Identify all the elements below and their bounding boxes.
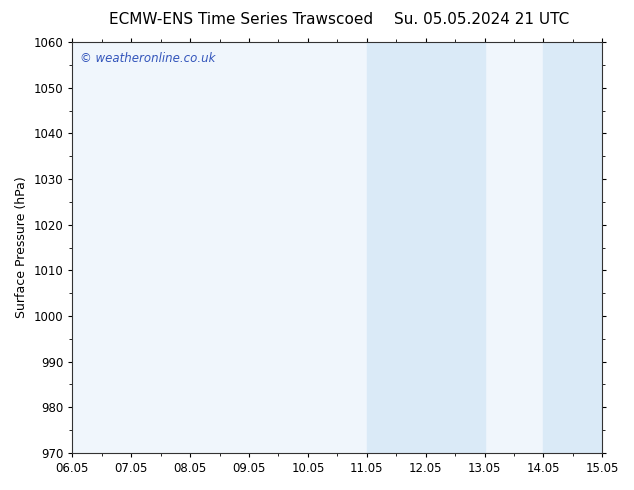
Text: Su. 05.05.2024 21 UTC: Su. 05.05.2024 21 UTC [394,12,569,27]
Bar [543,42,631,453]
Text: ECMW-ENS Time Series Trawscoed: ECMW-ENS Time Series Trawscoed [109,12,373,27]
Y-axis label: Surface Pressure (hPa): Surface Pressure (hPa) [15,176,28,318]
Bar [366,42,484,453]
Text: © weatheronline.co.uk: © weatheronline.co.uk [81,52,216,65]
